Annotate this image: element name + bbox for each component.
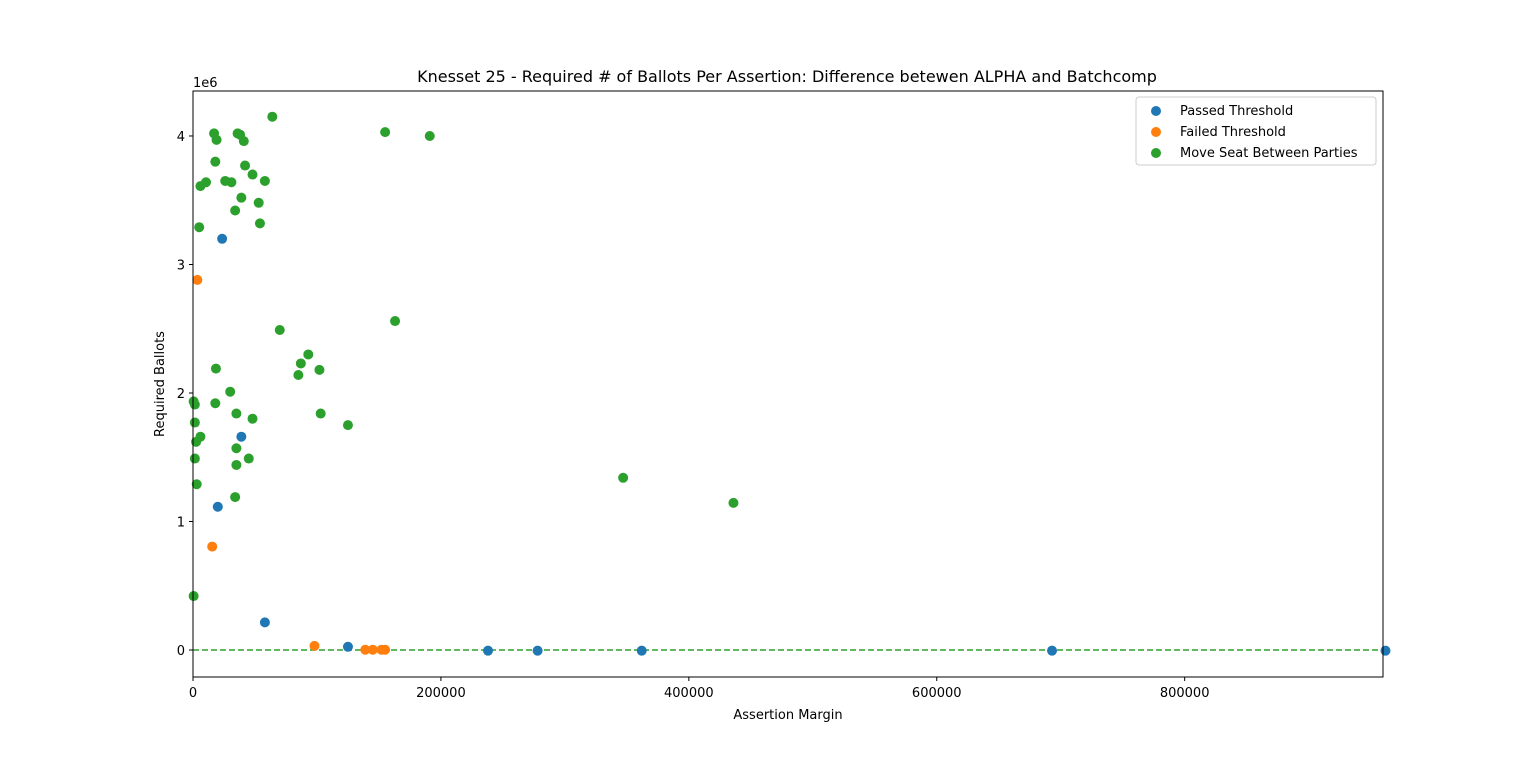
move-seat-point bbox=[231, 408, 242, 419]
move-seat-point bbox=[238, 136, 249, 147]
legend-marker-passed bbox=[1151, 106, 1161, 116]
legend: Passed Threshold Failed Threshold Move S… bbox=[1135, 96, 1377, 166]
y-tick-label: 4 bbox=[177, 130, 185, 145]
move-seat-point bbox=[618, 472, 629, 483]
move-seat-point bbox=[247, 169, 258, 180]
move-seat-point bbox=[267, 111, 278, 122]
move-seat-point bbox=[210, 156, 221, 167]
move-seat-point bbox=[230, 205, 241, 216]
y-tick-label: 3 bbox=[177, 258, 185, 273]
move-seat-point bbox=[253, 197, 264, 208]
y-axis-ticks: 0 1 2 3 4 bbox=[177, 130, 193, 659]
move-seat-point bbox=[293, 370, 304, 381]
move-seat-point bbox=[211, 134, 222, 145]
move-seat-point bbox=[189, 399, 200, 410]
move-seat-point bbox=[210, 363, 221, 374]
passed-threshold-point bbox=[1047, 645, 1058, 656]
y-tick-label: 0 bbox=[177, 644, 185, 659]
move-seat-point bbox=[728, 497, 739, 508]
move-seat-point bbox=[189, 417, 200, 428]
passed-threshold-point bbox=[636, 645, 647, 656]
x-axis-label: Assertion Margin bbox=[733, 708, 842, 723]
y-tick-label: 1 bbox=[177, 516, 185, 531]
failed-threshold-point bbox=[367, 644, 378, 655]
legend-marker-move-seat bbox=[1151, 148, 1161, 158]
move-seat-point bbox=[380, 127, 391, 138]
x-axis-ticks: 0 200000 400000 600000 800000 bbox=[189, 677, 1210, 701]
x-tick-label: 200000 bbox=[416, 686, 466, 701]
legend-label-passed: Passed Threshold bbox=[1180, 104, 1293, 119]
legend-label-move-seat: Move Seat Between Parties bbox=[1180, 146, 1358, 161]
move-seat-point bbox=[424, 130, 435, 141]
y-tick-label: 2 bbox=[177, 387, 185, 402]
passed-threshold-point bbox=[483, 645, 494, 656]
legend-frame bbox=[1135, 96, 1377, 166]
move-seat-point bbox=[191, 436, 202, 447]
legend-label-failed: Failed Threshold bbox=[1180, 125, 1286, 140]
move-seat-point bbox=[295, 358, 306, 369]
x-tick-label: 800000 bbox=[1160, 686, 1210, 701]
move-seat-point bbox=[303, 349, 314, 360]
move-seat-point bbox=[191, 479, 202, 490]
passed-threshold-point bbox=[217, 233, 228, 244]
move-seat-point bbox=[231, 443, 242, 454]
failed-threshold-point bbox=[207, 541, 218, 552]
move-seat-point bbox=[247, 413, 258, 424]
passed-threshold-point bbox=[532, 645, 543, 656]
x-tick-label: 400000 bbox=[664, 686, 714, 701]
move-seat-point bbox=[240, 160, 251, 171]
passed-threshold-point bbox=[259, 617, 270, 628]
failed-threshold-point bbox=[380, 644, 391, 655]
move-seat-point bbox=[210, 398, 221, 409]
failed-threshold-point bbox=[192, 274, 203, 285]
move-seat-point bbox=[314, 364, 325, 375]
move-seat-point bbox=[188, 591, 199, 602]
passed-threshold-point bbox=[342, 641, 353, 652]
move-seat-point bbox=[390, 316, 401, 327]
move-seat-point bbox=[254, 218, 265, 229]
move-seat-point bbox=[194, 222, 205, 233]
move-seat-point bbox=[189, 453, 200, 464]
y-axis-label: Required Ballots bbox=[153, 331, 168, 437]
move-seat-point bbox=[259, 175, 270, 186]
passed-threshold-point bbox=[212, 501, 223, 512]
move-seat-point bbox=[225, 386, 236, 397]
move-seat-point bbox=[230, 492, 241, 503]
move-seat-point bbox=[231, 459, 242, 470]
move-seat-point bbox=[342, 420, 353, 431]
x-tick-label: 0 bbox=[189, 686, 197, 701]
y-axis-multiplier: 1e6 bbox=[193, 76, 218, 91]
data-points-layer bbox=[188, 111, 1391, 656]
failed-threshold-point bbox=[309, 640, 320, 651]
x-tick-label: 600000 bbox=[912, 686, 962, 701]
passed-threshold-point bbox=[236, 431, 247, 442]
chart-title: Knesset 25 - Required # of Ballots Per A… bbox=[417, 67, 1157, 86]
failed-threshold-point bbox=[360, 644, 371, 655]
passed-threshold-point bbox=[1380, 645, 1391, 656]
legend-marker-failed bbox=[1151, 127, 1161, 137]
move-seat-point bbox=[236, 192, 247, 203]
move-seat-point bbox=[315, 408, 326, 419]
move-seat-point bbox=[243, 453, 254, 464]
plot-frame bbox=[192, 90, 1384, 678]
move-seat-point bbox=[195, 181, 206, 192]
move-seat-point bbox=[274, 325, 285, 336]
move-seat-point bbox=[226, 177, 237, 188]
